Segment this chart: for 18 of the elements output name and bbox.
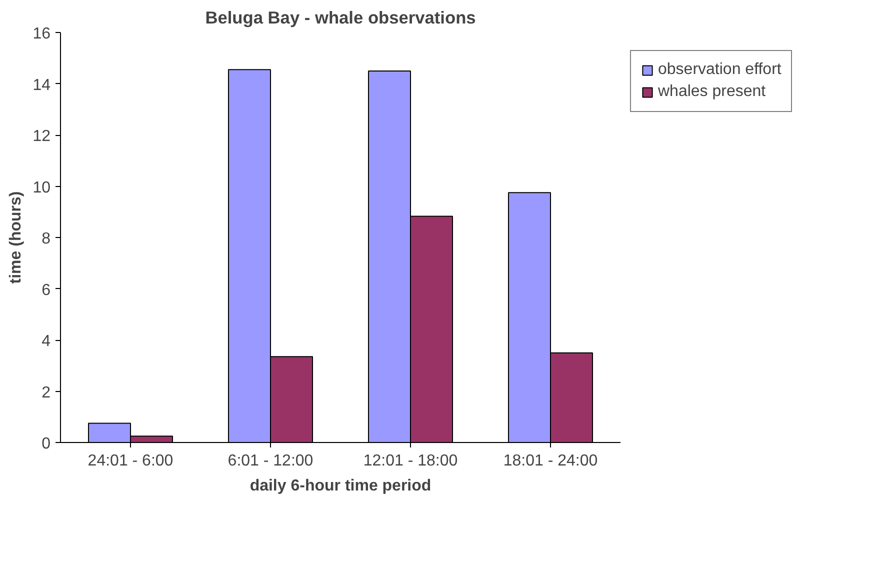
y-tick-label: 14 — [32, 76, 51, 94]
x-tick-label: 24:01 - 6:00 — [88, 452, 174, 470]
y-tick-label: 12 — [32, 128, 51, 145]
x-tick-label: 18:01 - 24:00 — [503, 452, 598, 470]
y-tick-label: 8 — [42, 230, 51, 248]
y-tick-label: 0 — [42, 436, 51, 452]
x-tick-label: 6:01 - 12:00 — [228, 452, 314, 470]
y-tick-label: 2 — [42, 384, 51, 402]
y-tick-label: 4 — [42, 333, 51, 350]
y-tick-label: 16 — [32, 26, 51, 42]
y-axis-title: time (hours) — [8, 191, 25, 284]
legend-label: whales present — [658, 83, 766, 101]
chart-title: Beluga Bay - whale observations — [205, 8, 476, 28]
legend-label: observation effort — [658, 61, 782, 79]
x-tick-label: 12:01 - 18:00 — [363, 452, 458, 470]
y-tick-label: 6 — [42, 282, 51, 299]
x-axis-title: daily 6-hour time period — [250, 478, 432, 494]
y-tick-label: 10 — [32, 179, 51, 196]
